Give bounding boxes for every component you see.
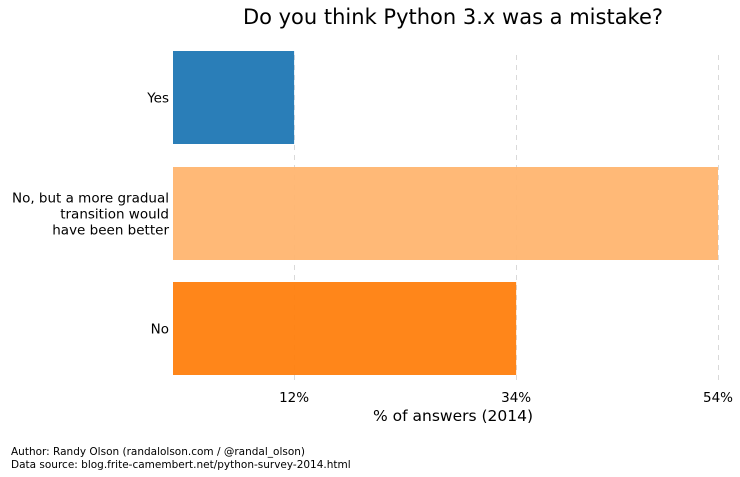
bars: [173, 51, 718, 375]
x-tick-label: 54%: [703, 390, 733, 406]
data-source-credit: Data source: blog.frite-camembert.net/py…: [11, 458, 351, 471]
credits: Author: Randy Olson (randalolson.com / @…: [11, 446, 351, 471]
x-tick-label: 12%: [279, 390, 309, 406]
bar: [173, 51, 295, 144]
author-credit: Author: Randy Olson (randalolson.com / @…: [11, 446, 306, 458]
x-tick-label: 34%: [501, 390, 531, 406]
category-label: No, but a more gradual transition would ha…: [12, 191, 169, 239]
category-labels: Yes No, but a more gradual transition woul…: [12, 91, 169, 338]
bar: [173, 167, 718, 260]
category-label: No: [151, 322, 169, 338]
bar: [173, 282, 517, 375]
x-axis-title: % of answers (2014): [373, 407, 533, 425]
category-label: Yes: [146, 91, 169, 107]
x-tick-labels: 12% 34% 54%: [279, 390, 733, 406]
chart-title: Do you think Python 3.x was a mistake?: [243, 5, 663, 29]
